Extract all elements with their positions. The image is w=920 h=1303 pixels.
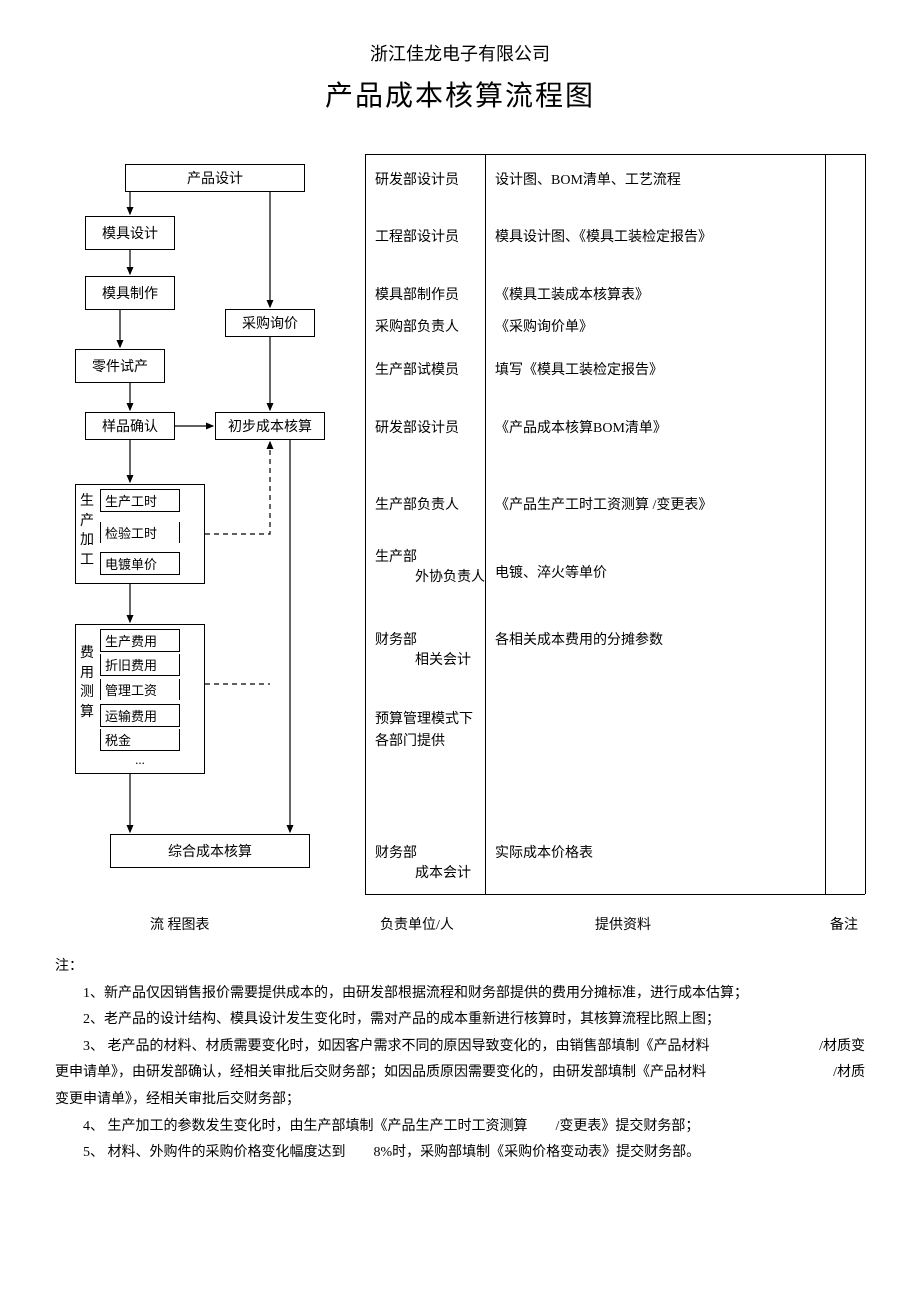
divider-1 [365, 154, 366, 894]
responsible-9a: 财务部 [375, 633, 417, 648]
responsible-2: 工程部设计员 [375, 226, 459, 246]
group-cost-label: 费用测算 [79, 644, 95, 722]
responsible-7: 生产部负责人 [375, 494, 459, 514]
diagram-area: 产品设计 模具设计 模具制作 采购询价 零件试产 样品确认 初步成本核算 生产加… [55, 154, 865, 934]
responsible-8b: 外协负责人 [375, 566, 485, 586]
note-3a-suffix: /材质变 [791, 1034, 865, 1061]
responsible-11: 财务部 成本会计 [375, 842, 471, 882]
note-1: 1、新产品仅因销售报价需要提供成本的，由研发部根据流程和财务部提供的费用分摊标准… [55, 981, 865, 1008]
frame-right [865, 154, 866, 894]
divider-3 [825, 154, 826, 894]
company-name: 浙江佳龙电子有限公司 [55, 40, 865, 66]
box-part-trial: 零件试产 [75, 349, 165, 383]
note-3a-text: 3、 老产品的材料、材质需要变化时，如因客户需求不同的原因导致变化的，由销售部填… [83, 1039, 710, 1054]
document-4: 《采购询价单》 [495, 316, 593, 336]
document-2: 模具设计图、《模具工装检定报告》 [495, 226, 712, 246]
document-5: 填写《模具工装检定报告》 [495, 359, 663, 379]
responsible-8a: 生产部 [375, 550, 417, 565]
responsible-8: 生产部 外协负责人 [375, 546, 485, 586]
note-3b-text: 更申请单》，由研发部确认，经相关审批后交财务部；如因品质原因需要变化的，由研发部… [55, 1065, 706, 1080]
cost-item-2: 折旧费用 [100, 654, 180, 676]
responsible-9: 财务部 相关会计 [375, 629, 471, 669]
responsible-9b: 相关会计 [375, 649, 471, 669]
document-11: 实际成本价格表 [495, 842, 593, 862]
responsible-5: 生产部试模员 [375, 359, 459, 379]
divider-2 [485, 154, 486, 894]
cost-item-3: 管理工资 [100, 679, 180, 700]
responsible-1: 研发部设计员 [375, 169, 459, 189]
process-item-1: 生产工时 [100, 489, 180, 512]
note-5: 5、 材料、外购件的采购价格变化幅度达到 8%时，采购部填制《采购价格变动表》提… [55, 1140, 865, 1167]
responsible-4: 采购部负责人 [375, 316, 459, 336]
page-title: 产品成本核算流程图 [55, 74, 865, 114]
notes-head: 注： [55, 954, 865, 981]
responsible-11b: 成本会计 [375, 862, 471, 882]
responsible-10b: 各部门提供 [375, 734, 445, 749]
group-process-label: 生产加工 [79, 492, 95, 570]
box-purchase-inquiry: 采购询价 [225, 309, 315, 337]
responsible-10: 预算管理模式下 各部门提供 [375, 709, 473, 754]
frame-bottom [365, 894, 865, 895]
note-3a: 3、 老产品的材料、材质需要变化时，如因客户需求不同的原因导致变化的，由销售部填… [55, 1034, 865, 1061]
document-3: 《模具工装成本核算表》 [495, 284, 649, 304]
box-mold-design: 模具设计 [85, 216, 175, 250]
frame-top [365, 154, 865, 155]
cost-item-1: 生产费用 [100, 629, 180, 652]
note-3b: 更申请单》，由研发部确认，经相关审批后交财务部；如因品质原因需要变化的，由研发部… [55, 1060, 865, 1087]
col-header-2: 负责单位/人 [380, 914, 454, 934]
note-3c: 变更申请单》，经相关审批后交财务部； [55, 1087, 865, 1114]
document-9: 各相关成本费用的分摊参数 [495, 629, 663, 649]
note-2: 2、老产品的设计结构、模具设计发生变化时，需对产品的成本重新进行核算时，其核算流… [55, 1007, 865, 1034]
responsible-3: 模具部制作员 [375, 284, 459, 304]
responsible-11a: 财务部 [375, 846, 417, 861]
responsible-6: 研发部设计员 [375, 417, 459, 437]
col-header-1: 流 程图表 [150, 914, 210, 934]
box-final-cost: 综合成本核算 [110, 834, 310, 868]
responsible-10a: 预算管理模式下 [375, 712, 473, 727]
box-initial-cost: 初步成本核算 [215, 412, 325, 440]
note-3b-suffix: /材质 [833, 1060, 865, 1087]
col-header-3: 提供资料 [595, 914, 651, 934]
notes-section: 注： 1、新产品仅因销售报价需要提供成本的，由研发部根据流程和财务部提供的费用分… [55, 954, 865, 1167]
document-1: 设计图、BOM清单、工艺流程 [495, 169, 681, 189]
box-product-design: 产品设计 [125, 164, 305, 192]
document-6: 《产品成本核算BOM清单》 [495, 417, 667, 437]
col-header-4: 备注 [830, 914, 858, 934]
process-item-2: 检验工时 [100, 522, 180, 543]
document-7: 《产品生产工时工资测算 /变更表》 [495, 494, 712, 514]
box-sample-confirm: 样品确认 [85, 412, 175, 440]
cost-item-5: 税金 [100, 729, 180, 751]
note-4: 4、 生产加工的参数发生变化时，由生产部填制《产品生产工时工资测算 /变更表》提… [55, 1114, 865, 1141]
process-item-3: 电镀单价 [100, 552, 180, 575]
document-8: 电镀、淬火等单价 [495, 562, 607, 582]
box-mold-make: 模具制作 [85, 276, 175, 310]
cost-item-4: 运输费用 [100, 704, 180, 727]
cost-item-6: ... [100, 752, 180, 768]
